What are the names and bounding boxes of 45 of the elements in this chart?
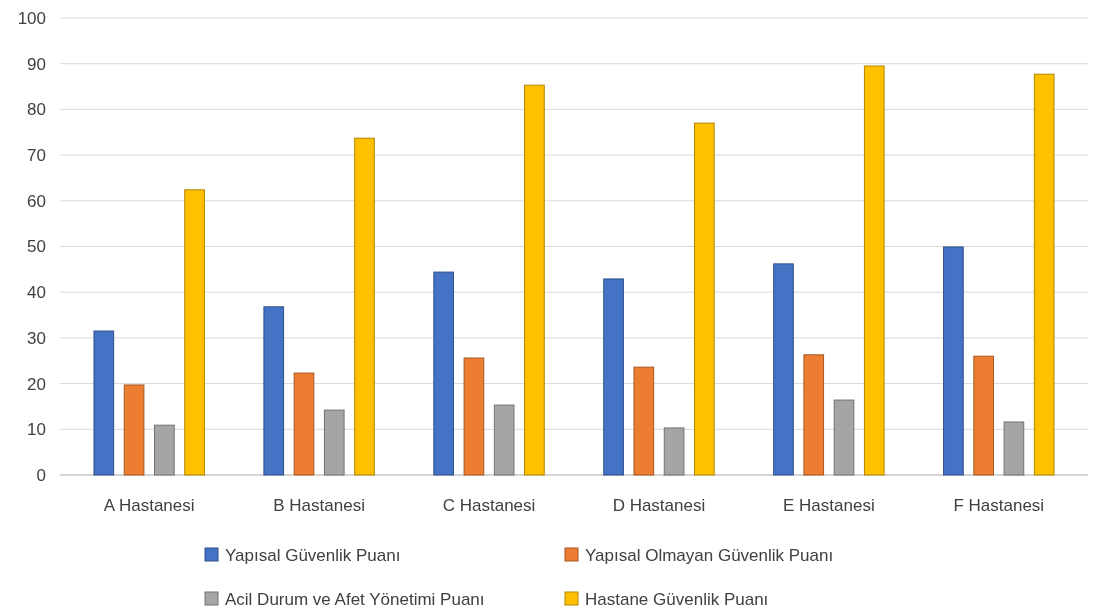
bar [463,357,485,476]
bar [833,399,855,476]
y-tick-label: 60 [27,191,46,211]
y-tick-label: 70 [27,146,46,166]
bar [524,84,545,476]
bar [694,122,715,476]
bar [263,306,285,476]
legend-label: Yapısal Olmayan Güvenlik Puanı [585,545,834,565]
bar [354,137,375,476]
y-tick-label: 80 [27,100,46,120]
legend-label: Acil Durum ve Afet Yönetimi Puanı [225,589,485,609]
y-tick-label: 40 [27,283,46,303]
x-tick-label: F Hastanesi [953,496,1045,515]
legend-label: Hastane Güvenlik Puanı [585,589,769,609]
x-tick-label: B Hastanesi [273,496,365,515]
bar [863,65,885,476]
y-tick-label: 10 [27,420,46,440]
bar [1033,73,1055,476]
bar [493,404,515,476]
bar [973,355,994,476]
bar [603,278,624,476]
bar [633,366,655,476]
x-tick-label: E Hastanesi [783,496,875,515]
bar [154,424,175,476]
bar [1003,421,1025,476]
bar [123,384,145,476]
legend-label: Yapısal Güvenlik Puanı [225,545,401,565]
bar [323,409,345,476]
bar [803,354,825,476]
x-tick-label: C Hastanesi [442,496,536,515]
bar [184,189,205,476]
bar [663,427,685,476]
bar [943,246,964,476]
bar [93,330,115,476]
y-tick-label: 90 [27,54,46,74]
x-tick-label: D Hastanesi [612,496,706,515]
bar [293,372,315,476]
bar [433,271,454,476]
y-tick-label: 100 [17,8,46,28]
y-tick-label: 30 [27,328,46,348]
x-tick-label: A Hastanesi [103,496,195,515]
y-tick-label: 50 [27,237,46,257]
y-tick-label: 20 [27,374,46,394]
y-tick-label: 0 [36,465,46,485]
bar [773,263,794,476]
